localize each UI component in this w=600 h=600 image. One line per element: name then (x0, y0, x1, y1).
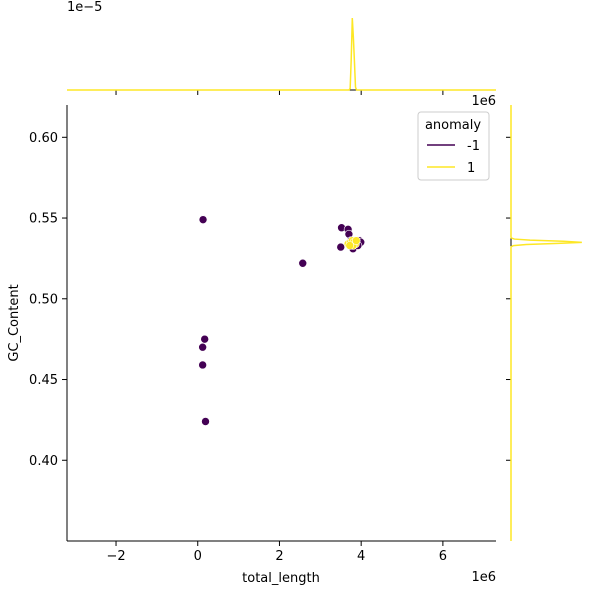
main-axes: −2 0 2 4 6 0.40 0.45 0.50 0.55 0.60 total_length… (7, 94, 496, 586)
scatter-point-series-neg1 (298, 258, 308, 268)
legend-frame (417, 111, 490, 181)
scatter-point-series-neg1 (198, 342, 207, 352)
top-marginal-kde-line (67, 17, 496, 91)
legend-label-1: 1 (467, 161, 475, 176)
top-offset-label: 1e−5 (67, 0, 102, 15)
scatter-point-series-neg1 (336, 242, 346, 252)
scatter-point-series-1 (351, 236, 361, 245)
legend-title: anomaly (425, 118, 481, 133)
scatter-point-series-neg1 (200, 334, 209, 344)
scatter-point-series-1 (345, 241, 355, 250)
right-marginal-kde-line (510, 105, 582, 541)
legend: anomaly -1 1 (417, 111, 490, 181)
y-tick-label: 0.40 (29, 454, 58, 469)
top-marginal-axes: 1e−5 (67, 0, 496, 95)
y-tick-label: 0.45 (29, 373, 58, 388)
x-tick-label: 4 (357, 549, 365, 564)
x-tick-label: 6 (439, 549, 447, 564)
y-tick-label: 0.50 (29, 292, 58, 307)
y-tick-label: 0.60 (29, 131, 58, 146)
x-tick-label: −2 (106, 549, 125, 564)
scatter-point-series-neg1 (201, 417, 210, 426)
y-tick-label: 0.55 (29, 212, 58, 227)
y-offset-label: 1e6 (471, 94, 496, 109)
right-marginal-axes (506, 105, 582, 541)
x-offset-label: 1e6 (471, 570, 496, 585)
x-tick-label: 2 (275, 549, 283, 564)
scatter-point-series-neg1 (198, 215, 208, 224)
y-axis-label: GC_Content (7, 284, 22, 361)
scatter-point-series-neg1 (198, 360, 207, 370)
legend-label-neg1: -1 (467, 139, 480, 154)
x-tick-label: 0 (194, 549, 202, 564)
x-axis-label: total_length (242, 571, 320, 586)
